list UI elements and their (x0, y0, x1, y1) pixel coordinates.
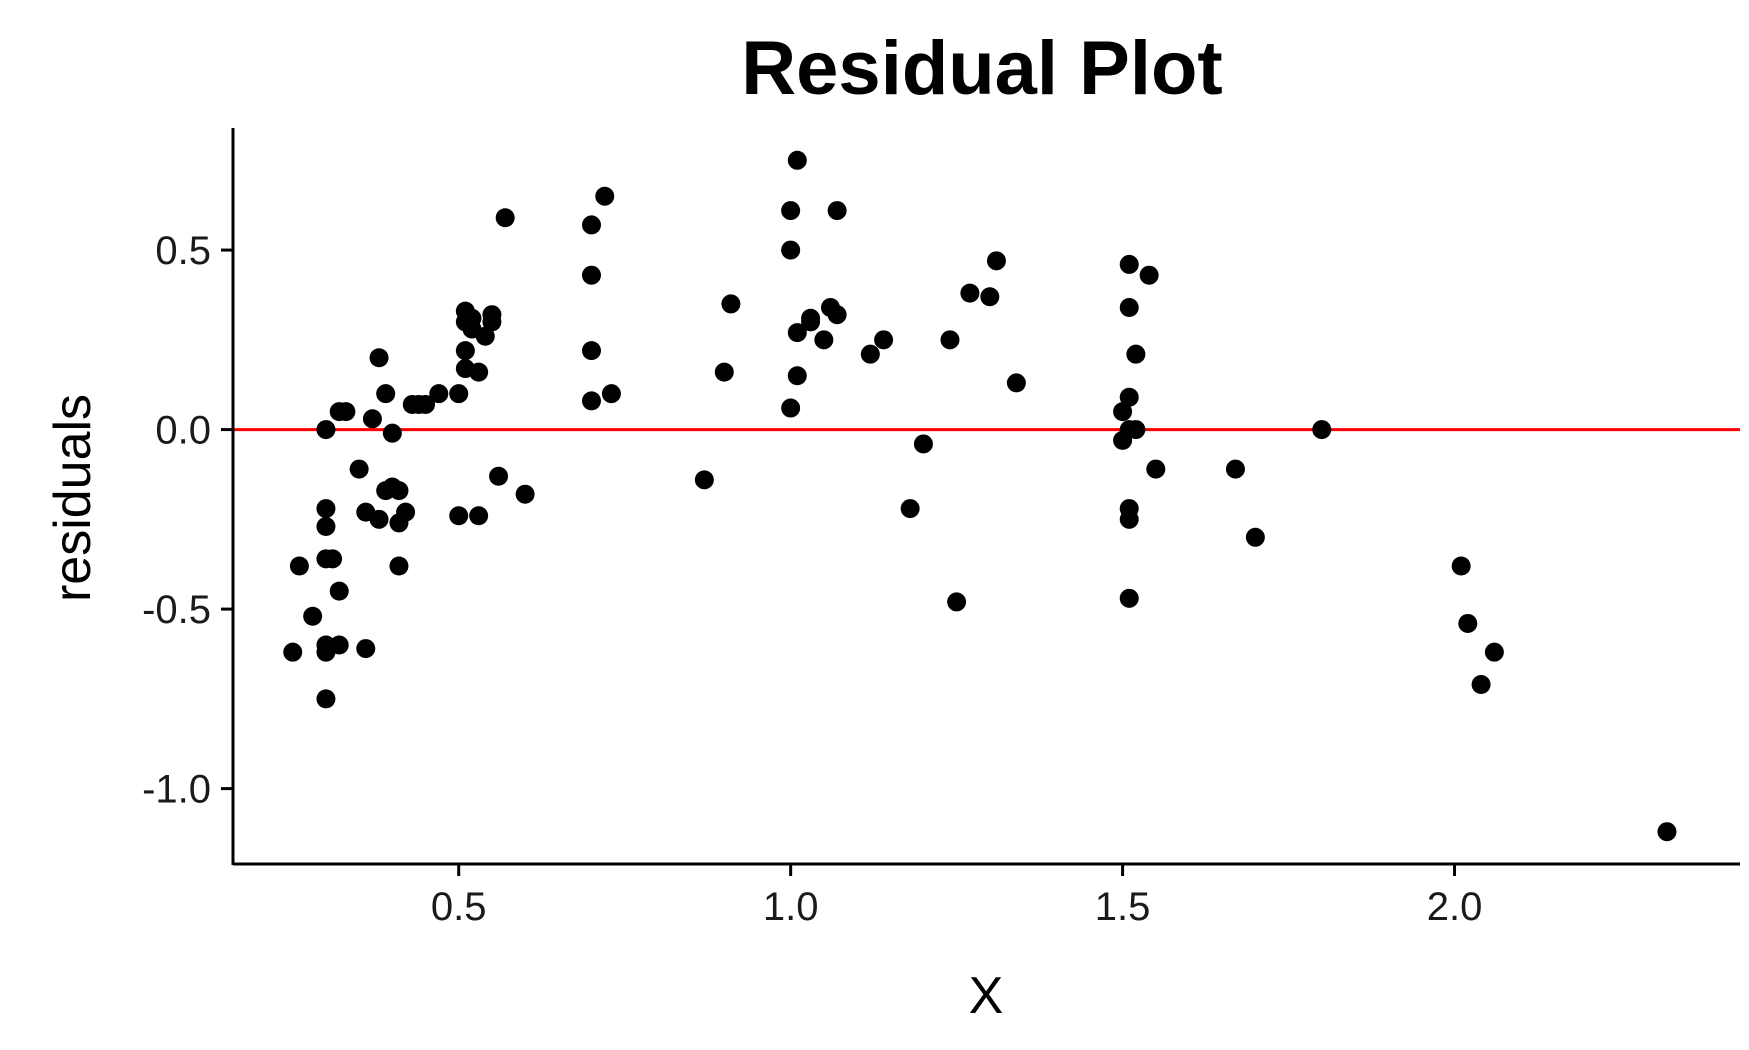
x-tick-label: 1.5 (1095, 885, 1151, 929)
data-point (455, 341, 475, 361)
data-point (1119, 509, 1139, 529)
y-axis-ticks: -1.0 -0.5 0.0 0.5 (142, 229, 233, 812)
data-point (827, 305, 847, 325)
data-point (329, 635, 349, 655)
plot-area (233, 150, 1740, 842)
data-point (781, 240, 801, 260)
data-point (416, 394, 436, 414)
data-point (1139, 265, 1159, 285)
data-point (515, 484, 535, 504)
data-point (369, 509, 389, 529)
x-axis-ticks: 0.5 1.0 1.5 2.0 (431, 864, 1482, 929)
data-point (469, 362, 489, 382)
data-point (396, 502, 416, 522)
data-point (356, 639, 376, 659)
data-point (1119, 588, 1139, 608)
x-tick-label: 1.0 (763, 885, 819, 929)
data-point (581, 341, 601, 361)
x-tick-label: 0.5 (431, 885, 487, 929)
data-point (429, 384, 449, 404)
data-point (1006, 373, 1026, 393)
data-point (1225, 459, 1245, 479)
data-point (900, 499, 920, 519)
data-point (336, 402, 356, 422)
data-point (1119, 298, 1139, 318)
data-points (283, 150, 1677, 842)
data-point (449, 384, 469, 404)
data-point (714, 362, 734, 382)
y-axis-title: residuals (44, 394, 102, 602)
data-point (986, 251, 1006, 271)
data-point (316, 689, 336, 709)
data-point (1245, 527, 1265, 547)
data-point (601, 384, 621, 404)
data-point (469, 506, 489, 526)
data-point (1119, 254, 1139, 274)
y-tick-label: -0.5 (142, 588, 211, 632)
y-tick-label: -1.0 (142, 768, 211, 812)
data-point (489, 466, 509, 486)
data-point (1484, 642, 1504, 662)
y-tick-label: 0.5 (155, 229, 211, 273)
data-point (827, 201, 847, 221)
data-point (860, 344, 880, 364)
data-point (449, 506, 469, 526)
data-point (303, 606, 323, 626)
data-point (316, 499, 336, 519)
y-tick-label: 0.0 (155, 409, 211, 453)
data-point (362, 409, 382, 429)
data-point (1458, 613, 1478, 633)
data-point (495, 208, 515, 228)
data-point (323, 549, 343, 569)
data-point (316, 420, 336, 440)
data-point (1126, 344, 1146, 364)
x-tick-label: 2.0 (1427, 885, 1483, 929)
data-point (947, 592, 967, 612)
data-point (960, 283, 980, 303)
chart-title: Residual Plot (741, 26, 1222, 111)
data-point (369, 348, 389, 368)
data-point (940, 330, 960, 350)
data-point (1657, 822, 1677, 842)
axes: 0.5 1.0 1.5 2.0 -1.0 -0.5 0.0 0.5 (142, 128, 1740, 929)
data-point (913, 434, 933, 454)
data-point (721, 294, 741, 314)
data-point (581, 391, 601, 411)
data-point (787, 150, 807, 170)
data-point (581, 265, 601, 285)
data-point (475, 326, 495, 346)
data-point (1451, 556, 1471, 576)
data-point (1146, 459, 1166, 479)
data-point (874, 330, 894, 350)
data-point (801, 312, 821, 332)
data-point (1113, 402, 1133, 422)
data-point (787, 366, 807, 386)
data-point (980, 287, 1000, 307)
data-point (349, 459, 369, 479)
data-point (814, 330, 834, 350)
x-axis-title: X (969, 967, 1004, 1025)
data-point (482, 312, 502, 332)
data-point (1471, 674, 1491, 694)
data-point (581, 215, 601, 235)
data-point (781, 201, 801, 221)
data-point (787, 323, 807, 343)
data-point (1312, 420, 1332, 440)
data-point (289, 556, 309, 576)
data-point (382, 423, 402, 443)
data-point (781, 398, 801, 418)
data-point (1126, 420, 1146, 440)
data-point (316, 517, 336, 537)
data-point (389, 556, 409, 576)
data-point (1119, 387, 1139, 407)
data-point (694, 470, 714, 490)
data-point (283, 642, 303, 662)
data-point (329, 581, 349, 601)
data-point (389, 481, 409, 501)
data-point (376, 384, 396, 404)
data-point (595, 186, 615, 206)
